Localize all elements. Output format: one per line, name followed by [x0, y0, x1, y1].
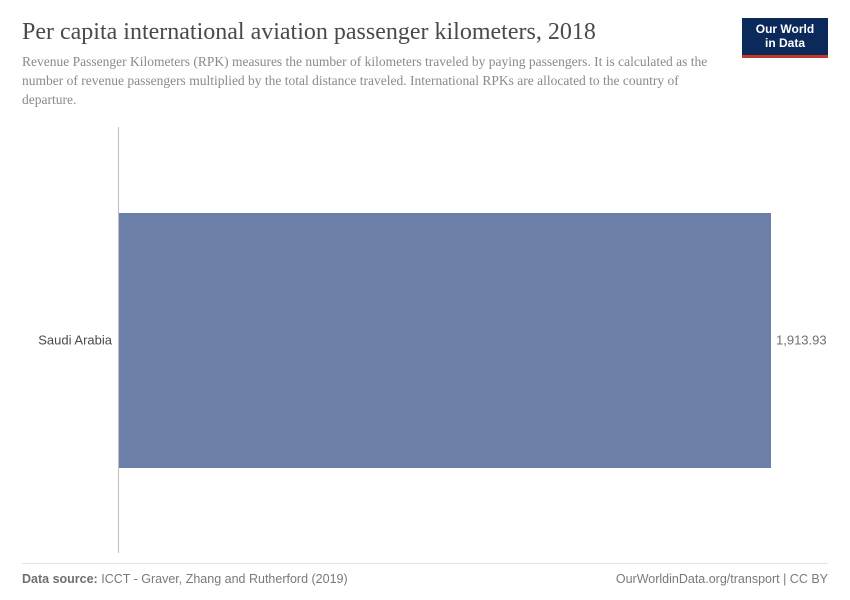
footer-source: Data source: ICCT - Graver, Zhang and Ru…: [22, 572, 348, 586]
logo-line2: in Data: [765, 37, 805, 50]
footer-attribution: OurWorldinData.org/transport | CC BY: [616, 572, 828, 586]
chart-subtitle: Revenue Passenger Kilometers (RPK) measu…: [22, 53, 728, 110]
logo-line1: Our World: [756, 23, 814, 36]
plot-region: [118, 127, 770, 553]
footer-divider: [22, 563, 828, 564]
chart-container: Per capita international aviation passen…: [0, 0, 850, 600]
owid-logo: Our World in Data: [742, 18, 828, 58]
header: Per capita international aviation passen…: [22, 18, 828, 109]
category-label: Saudi Arabia: [22, 333, 112, 348]
footer: Data source: ICCT - Graver, Zhang and Ru…: [22, 572, 828, 586]
header-text: Per capita international aviation passen…: [22, 18, 728, 109]
source-text: ICCT - Graver, Zhang and Rutherford (201…: [101, 572, 347, 586]
source-label: Data source:: [22, 572, 98, 586]
chart-area: Saudi Arabia 1,913.93: [22, 127, 828, 553]
chart-title: Per capita international aviation passen…: [22, 18, 728, 47]
value-label: 1,913.93: [770, 333, 827, 348]
bar: [119, 213, 771, 469]
